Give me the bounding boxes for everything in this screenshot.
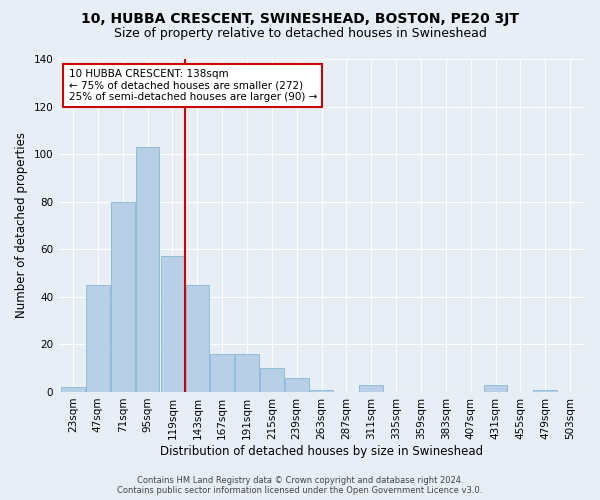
Bar [111, 202, 134, 392]
Bar [136, 147, 160, 392]
Bar [211, 354, 234, 392]
Bar [161, 256, 184, 392]
Text: Contains public sector information licensed under the Open Government Licence v3: Contains public sector information licen… [118, 486, 482, 495]
Bar [260, 368, 284, 392]
Bar [61, 387, 85, 392]
Bar [359, 385, 383, 392]
Bar [86, 285, 110, 392]
Bar [484, 385, 508, 392]
X-axis label: Distribution of detached houses by size in Swineshead: Distribution of detached houses by size … [160, 444, 483, 458]
Bar [185, 285, 209, 392]
Bar [533, 390, 557, 392]
Text: 10, HUBBA CRESCENT, SWINESHEAD, BOSTON, PE20 3JT: 10, HUBBA CRESCENT, SWINESHEAD, BOSTON, … [81, 12, 519, 26]
Bar [310, 390, 334, 392]
Bar [285, 378, 308, 392]
Text: Contains HM Land Registry data © Crown copyright and database right 2024.: Contains HM Land Registry data © Crown c… [137, 476, 463, 485]
Bar [235, 354, 259, 392]
Text: Size of property relative to detached houses in Swineshead: Size of property relative to detached ho… [113, 28, 487, 40]
Text: 10 HUBBA CRESCENT: 138sqm
← 75% of detached houses are smaller (272)
25% of semi: 10 HUBBA CRESCENT: 138sqm ← 75% of detac… [69, 69, 317, 102]
Y-axis label: Number of detached properties: Number of detached properties [15, 132, 28, 318]
